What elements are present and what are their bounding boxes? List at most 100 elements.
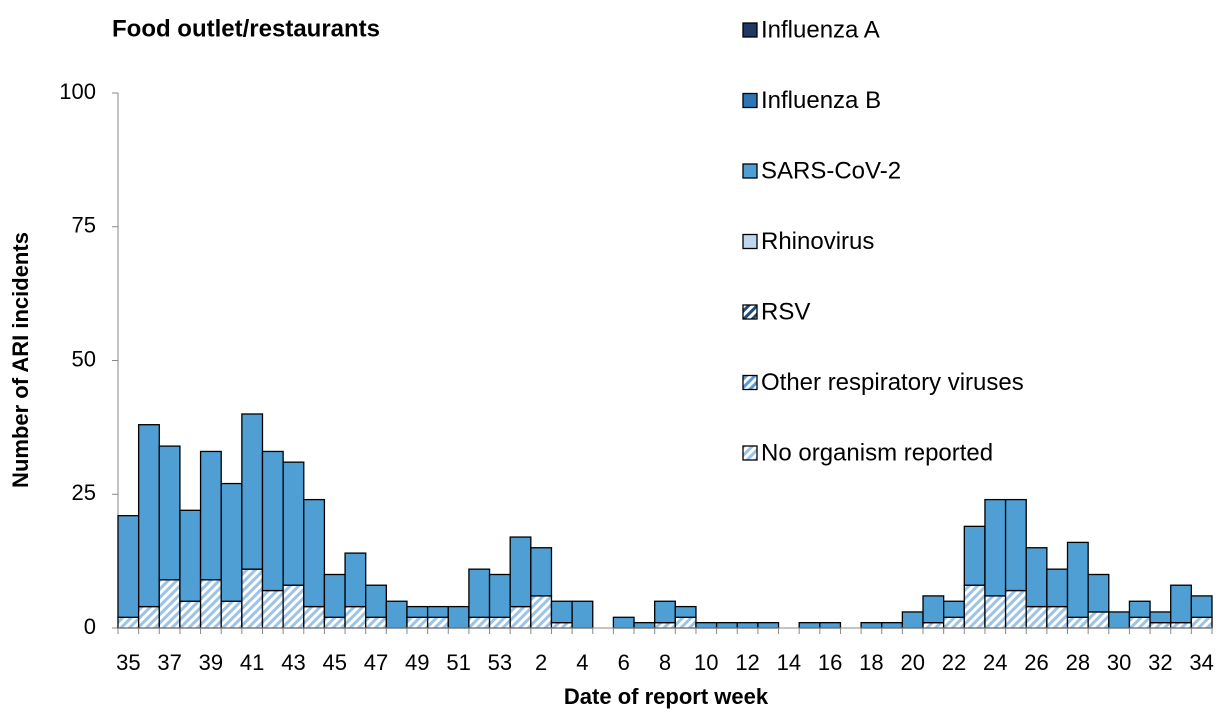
bar-segment xyxy=(1190,595,1213,618)
bar-segment xyxy=(1149,611,1172,624)
bar-segment xyxy=(261,450,284,592)
legend-swatch xyxy=(742,233,758,250)
bar-segment xyxy=(1149,622,1172,629)
x-tick-label: 8 xyxy=(659,650,671,675)
bar-segment xyxy=(344,552,367,608)
x-tick-label: 28 xyxy=(1066,650,1090,675)
bar-segment xyxy=(199,450,222,581)
x-tick-label: 45 xyxy=(322,650,346,675)
bar-segment xyxy=(984,595,1007,629)
x-tick-label: 16 xyxy=(818,650,842,675)
bar-segment xyxy=(1128,616,1151,629)
bar-segment xyxy=(1108,611,1131,629)
y-axis-label: Number of ARI incidents xyxy=(8,232,33,488)
bar-segment xyxy=(860,622,883,629)
bar-segment xyxy=(674,605,697,618)
bar-segment xyxy=(199,579,222,629)
bar-segment xyxy=(137,605,160,629)
bar-segment xyxy=(757,622,780,629)
bar-segment xyxy=(943,616,965,629)
bar-segment xyxy=(241,413,264,570)
bar-segment xyxy=(282,584,305,629)
x-tick-label: 14 xyxy=(777,650,801,675)
bar-segment xyxy=(963,584,986,629)
bar-segment xyxy=(550,622,573,629)
bar-segment xyxy=(963,525,986,586)
bar-segment xyxy=(1190,616,1213,629)
bar-segment xyxy=(241,568,264,629)
legend-label: SARS-CoV-2 xyxy=(761,157,901,184)
bar-segment xyxy=(282,461,305,586)
legend-swatch xyxy=(742,92,758,109)
x-tick-label: 2 xyxy=(535,650,547,675)
x-tick-label: 6 xyxy=(618,650,630,675)
bar-segment xyxy=(323,616,346,629)
bar-segment xyxy=(509,536,532,608)
bar-segment xyxy=(1128,600,1151,618)
bar-segment xyxy=(137,424,160,608)
bar-segment xyxy=(385,600,408,629)
bar-segment xyxy=(468,616,491,629)
bar-segment xyxy=(1004,498,1027,592)
x-tick-label: 4 xyxy=(576,650,588,675)
bar-segment xyxy=(323,573,346,618)
bar-segment xyxy=(943,600,965,618)
bar-segment xyxy=(1170,584,1193,624)
bar-segment xyxy=(633,622,656,629)
legend-label: RSV xyxy=(761,298,810,325)
legend-swatch xyxy=(742,22,758,38)
chart-title: Food outlet/restaurants xyxy=(112,15,380,42)
bar-segment xyxy=(654,622,676,629)
bar-segment xyxy=(406,605,429,618)
legend-label: Rhinovirus xyxy=(761,228,874,255)
bar-segment xyxy=(695,622,718,629)
x-tick-label: 35 xyxy=(116,650,140,675)
bar-segment xyxy=(736,622,759,629)
bar-segment xyxy=(261,589,284,629)
bar-segment xyxy=(530,595,553,629)
x-tick-label: 18 xyxy=(859,650,883,675)
bar-segment xyxy=(1087,573,1110,613)
bar-segment xyxy=(158,579,181,629)
bar-segment xyxy=(654,600,676,624)
y-tick-label: 50 xyxy=(72,346,96,371)
x-tick-label: 37 xyxy=(157,650,181,675)
y-tick-label: 0 xyxy=(84,614,96,639)
legend-label: Influenza A xyxy=(761,16,880,43)
x-tick-label: 47 xyxy=(364,650,388,675)
bar-segment xyxy=(530,547,553,597)
bar-segment xyxy=(488,573,511,618)
bar-segment xyxy=(179,509,202,602)
bar-segment xyxy=(1087,611,1110,629)
bar-segment xyxy=(426,616,449,629)
bar-segment xyxy=(612,616,635,629)
bar-segment xyxy=(819,622,842,629)
bar-segment xyxy=(1170,622,1193,629)
bar-segment xyxy=(881,622,904,629)
bar-segment xyxy=(1004,589,1027,629)
bar-segment xyxy=(1066,616,1089,629)
y-tick-label: 25 xyxy=(72,480,96,505)
x-tick-label: 34 xyxy=(1189,650,1213,675)
x-tick-label: 24 xyxy=(983,650,1007,675)
y-tick-label: 100 xyxy=(59,79,96,104)
x-tick-label: 26 xyxy=(1024,650,1048,675)
bar-segment xyxy=(365,616,387,629)
bar-segment xyxy=(220,482,243,602)
bar-segment xyxy=(1046,605,1069,629)
bar-segment xyxy=(158,445,181,581)
bar-segment xyxy=(901,611,924,629)
x-tick-label: 32 xyxy=(1148,650,1172,675)
bar-segment xyxy=(1046,568,1069,608)
x-tick-label: 41 xyxy=(240,650,264,675)
x-tick-label: 22 xyxy=(942,650,966,675)
bar-segment xyxy=(1025,547,1048,608)
legend-swatch xyxy=(742,163,758,179)
x-tick-label: 30 xyxy=(1107,650,1131,675)
x-axis-label: Date of report week xyxy=(564,684,769,709)
bar-segment xyxy=(426,605,449,618)
bar-segment xyxy=(984,498,1007,597)
legend-label: Influenza B xyxy=(761,87,881,114)
bar-segment xyxy=(550,600,573,624)
